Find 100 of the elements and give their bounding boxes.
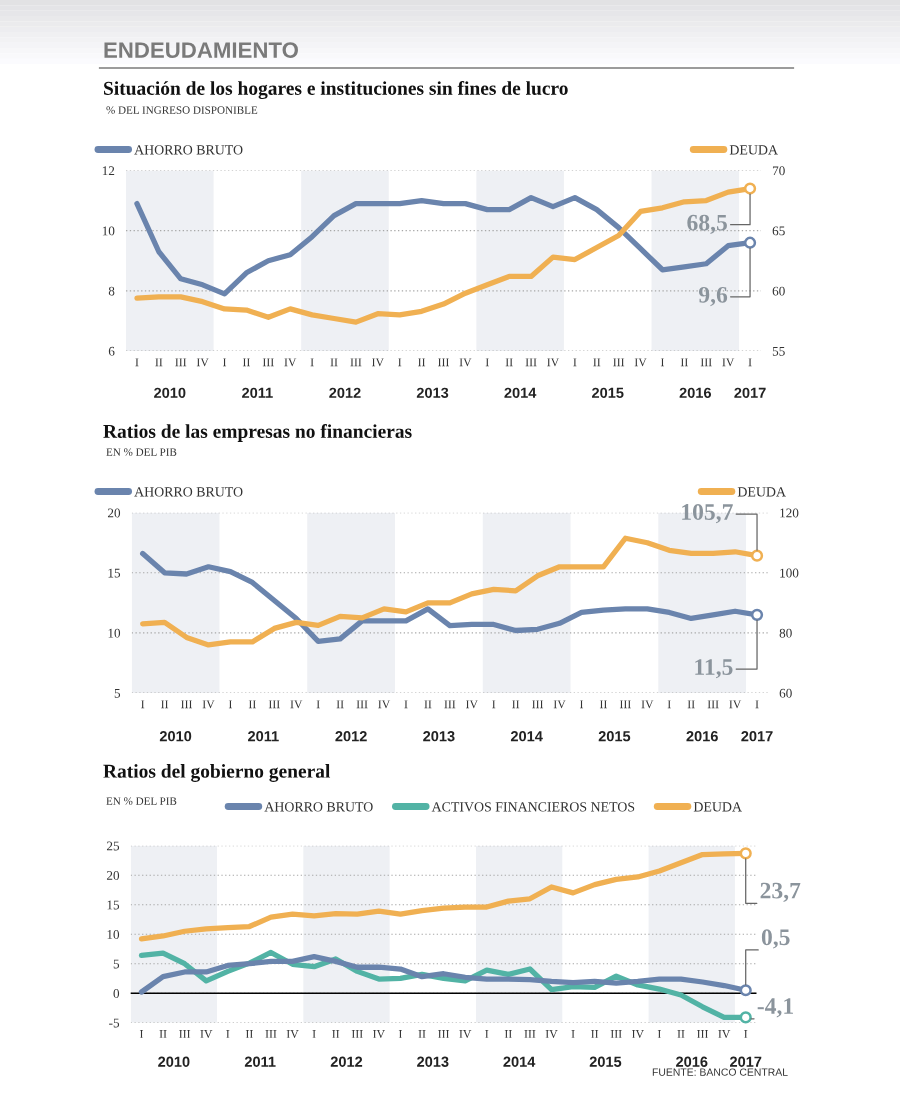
y-tick-label: 10: [108, 628, 121, 638]
x-tick-label: I: [755, 700, 759, 709]
data-label: 0,5: [761, 929, 790, 949]
x-tick-label: II: [418, 1030, 426, 1038]
x-tick-label: IV: [372, 358, 384, 367]
x-tick-label: IV: [718, 1030, 731, 1039]
x-tick-label: I: [579, 700, 584, 709]
x-tick-label: III: [619, 700, 631, 709]
x-tick-label: IV: [286, 1030, 299, 1039]
x-tick-label: I: [657, 1030, 661, 1038]
x-tick-label: III: [268, 700, 280, 709]
y-tick-label: 10: [107, 930, 120, 939]
x-tick-label: III: [524, 1030, 536, 1038]
x-tick-label: I: [139, 1030, 144, 1038]
x-tick-label: I: [310, 358, 314, 367]
x-tick-label: IV: [634, 358, 647, 367]
x-tick-label: I: [312, 1030, 316, 1038]
y-tick-label: 5: [114, 688, 121, 698]
data-label: 23,7: [760, 882, 801, 902]
x-tick-label: IV: [290, 700, 303, 709]
x-tick-label: III: [532, 700, 544, 709]
x-tick-label: IV: [459, 1030, 472, 1039]
x-tick-label: III: [356, 700, 368, 709]
text: 2017: [730, 1056, 762, 1067]
x-tick-label: II: [593, 358, 601, 367]
x-tick-label: IV: [553, 700, 566, 709]
x-tick-label: I: [485, 358, 489, 367]
y-tick-label: 0: [113, 989, 120, 998]
x-tick-label: II: [418, 358, 426, 367]
x-tick-label: I: [492, 700, 496, 709]
x-tick-label: I: [404, 700, 408, 709]
x-tick-label: I: [228, 700, 232, 709]
x-tick-label: III: [181, 700, 193, 709]
x-tick-label: I: [667, 700, 671, 709]
x-tick-label: III: [697, 1030, 709, 1038]
x-tick-label: II: [332, 1030, 340, 1038]
x-tick-label: I: [398, 358, 402, 367]
x-tick-label: I: [573, 358, 577, 367]
x-tick-label: IV: [200, 1030, 213, 1039]
x-tick-label: IV: [196, 358, 209, 367]
x-tick-label: III: [444, 700, 456, 709]
text: 2015: [589, 1056, 622, 1067]
chart-title: Situación de los hogares e instituciones sin fines de lucro: [104, 81, 568, 99]
y2-tick-label: 80: [779, 628, 792, 638]
data-label: 68,5: [687, 214, 727, 234]
x-tick-label: II: [677, 1030, 685, 1038]
x-tick-label: II: [680, 358, 688, 367]
x-tick-label: I: [226, 1030, 230, 1038]
x-tick-label: II: [424, 700, 432, 709]
data-label: -4,1: [757, 998, 793, 1018]
data-label: 105,7: [682, 503, 733, 524]
x-tick-label: II: [504, 1030, 512, 1038]
text: 2012: [329, 387, 361, 398]
y-tick-label: 5: [113, 959, 120, 969]
x-tick-label: IV: [632, 1030, 644, 1039]
y2-tick-label: 55: [772, 346, 785, 356]
x-tick-label: IV: [545, 1030, 558, 1039]
x-tick-label: IV: [641, 700, 654, 709]
x-tick-label: IV: [729, 700, 742, 709]
x-tick-label: I: [744, 1030, 748, 1038]
text: 2011: [244, 1056, 276, 1067]
text: 2012: [330, 1056, 363, 1067]
text: 2013: [423, 731, 455, 742]
text: 2010: [158, 1056, 190, 1067]
text: 2017: [741, 731, 773, 742]
legend-label: DEUDA: [729, 145, 778, 155]
x-tick-label: I: [398, 1030, 402, 1038]
legend-label: AHORRO BRUTO: [264, 802, 373, 812]
x-tick-label: II: [599, 700, 607, 709]
x-tick-label: II: [161, 700, 169, 709]
chart-title: Ratios del gobierno general: [103, 764, 331, 782]
x-tick-label: III: [265, 1030, 277, 1038]
x-tick-label: III: [707, 700, 719, 709]
x-tick-label: III: [610, 1030, 622, 1038]
x-tick-label: IV: [459, 358, 472, 367]
y-tick-label: 12: [102, 166, 115, 176]
legend-label: ACTIVOS FINANCIEROS NETOS: [431, 802, 635, 812]
x-tick-label: I: [316, 700, 320, 709]
x-tick-label: I: [485, 1030, 489, 1038]
text: 2015: [598, 731, 631, 742]
x-tick-label: III: [262, 358, 274, 367]
text: 2014: [510, 731, 543, 742]
x-tick-label: IV: [373, 1030, 385, 1039]
y-tick-label: 15: [108, 568, 121, 578]
x-tick-label: III: [438, 358, 449, 367]
text: ENDEUDAMIENTO: [104, 42, 298, 58]
x-tick-label: II: [248, 700, 256, 709]
x-tick-label: II: [155, 358, 163, 367]
source-note: FUENTE: BANCO CENTRAL: [652, 1068, 788, 1076]
text: 2013: [416, 387, 449, 398]
x-tick-label: I: [223, 358, 227, 367]
text: 2013: [417, 1056, 449, 1067]
y-tick-label: 20: [106, 871, 120, 880]
legend-label: DEUDA: [693, 802, 742, 812]
y-tick-label: 25: [106, 841, 120, 851]
x-tick-label: IV: [284, 358, 297, 367]
x-tick-label: II: [330, 358, 338, 367]
text: 2011: [242, 387, 273, 398]
y-tick-label: 8: [108, 286, 115, 296]
x-tick-label: I: [135, 358, 139, 367]
